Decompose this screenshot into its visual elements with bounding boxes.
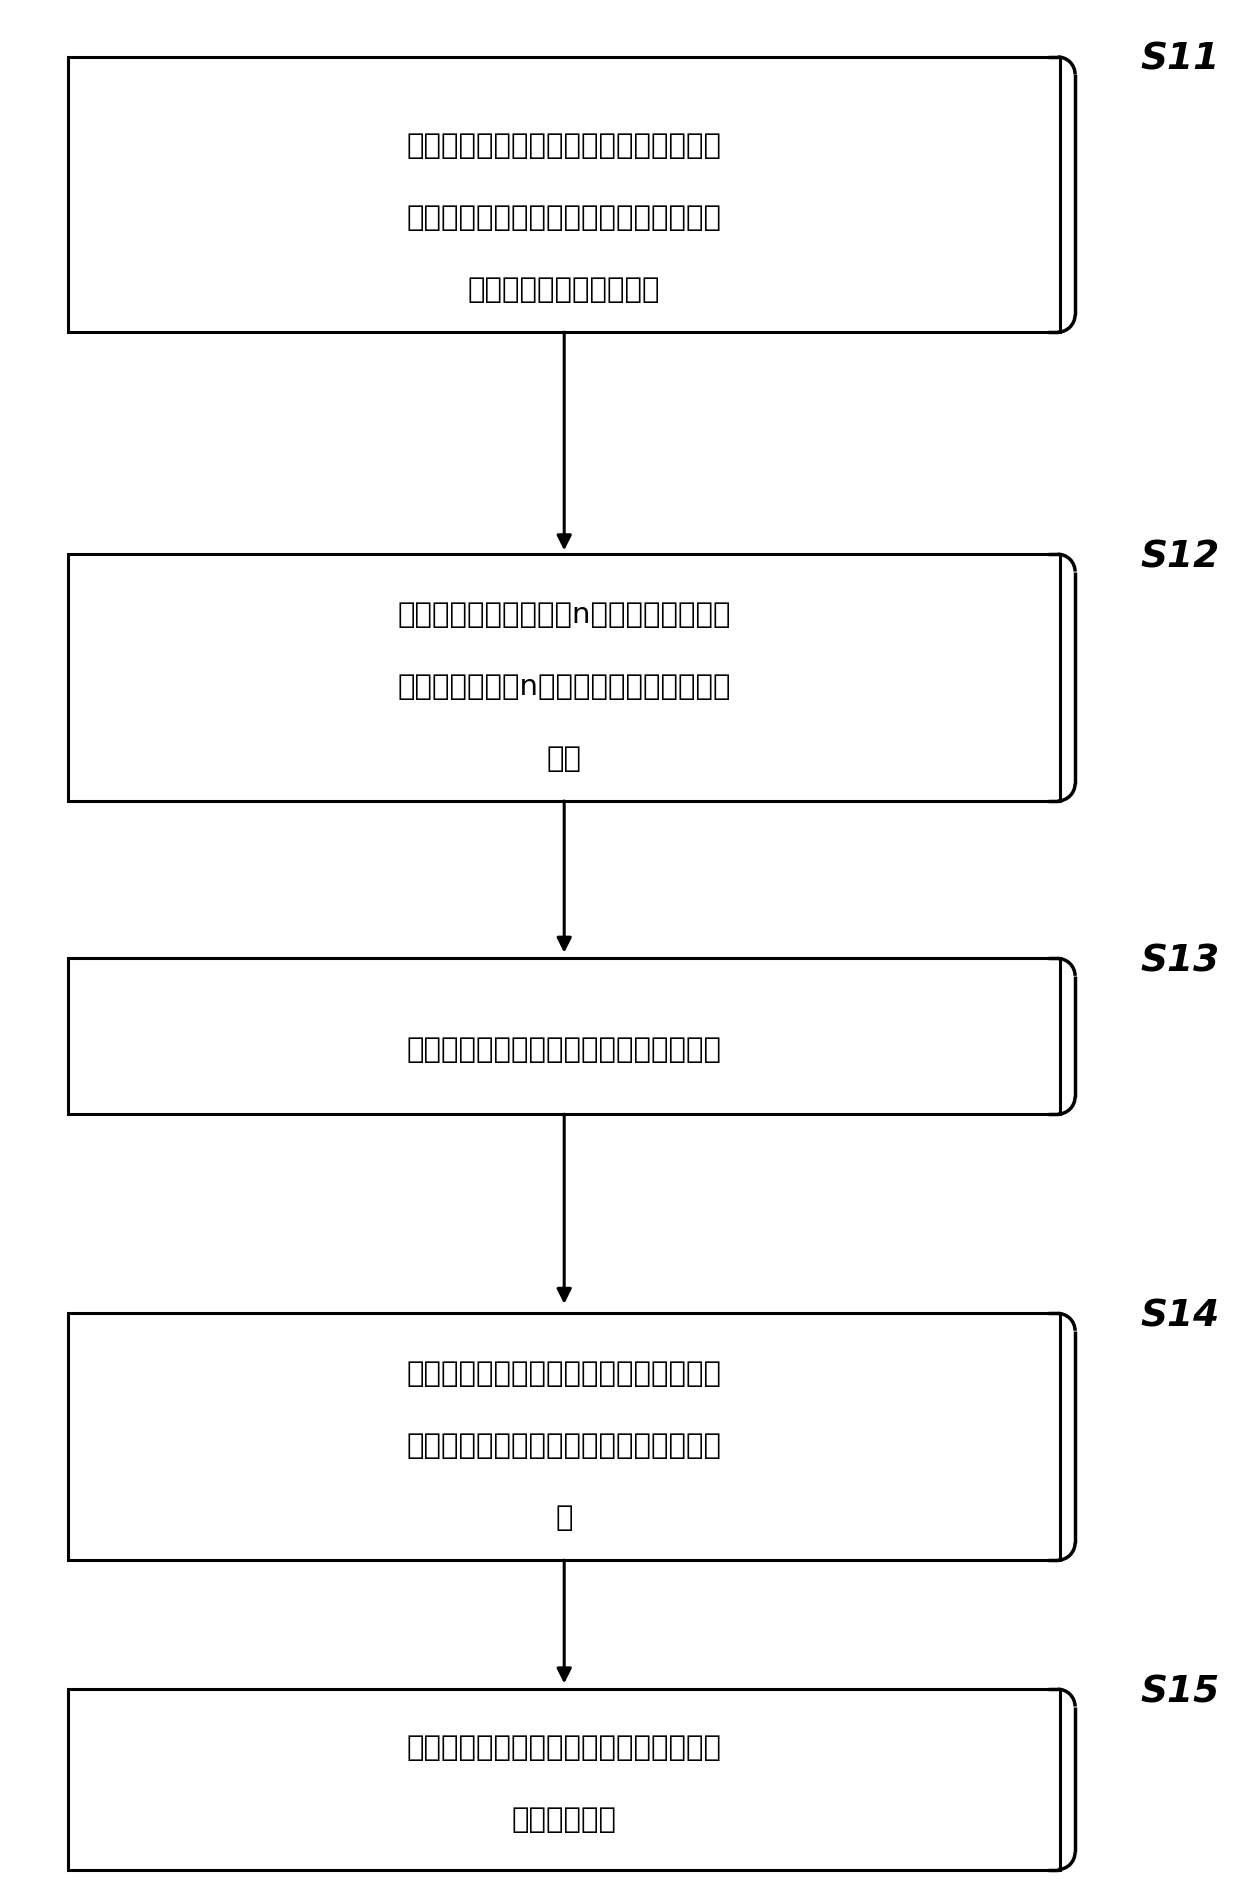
Text: 纳矩阵；其中，n为所述电网系统的交流节: 纳矩阵；其中，n为所述电网系统的交流节: [398, 674, 730, 700]
Text: 获取所述电网系统的原交流节点导纳矩阵: 获取所述电网系统的原交流节点导纳矩阵: [407, 1036, 722, 1063]
Text: 统各个换流站的运行状态，获取各个所述: 统各个换流站的运行状态，获取各个所述: [407, 205, 722, 232]
Text: S14: S14: [1141, 1298, 1220, 1334]
Text: 阵: 阵: [556, 1505, 573, 1532]
Bar: [68, 1313, 1060, 1560]
Text: S12: S12: [1141, 539, 1220, 575]
Text: 根据所述等效导纳获取n阶动态特性等效导: 根据所述等效导纳获取n阶动态特性等效导: [398, 602, 730, 628]
Text: S15: S15: [1141, 1674, 1220, 1710]
Text: 原交流节点导纳矩阵，并获取节点阻抗矩: 原交流节点导纳矩阵，并获取节点阻抗矩: [407, 1433, 722, 1460]
Bar: [68, 958, 1060, 1114]
Bar: [68, 1689, 1060, 1870]
Text: 换流站所对应的等效导纳: 换流站所对应的等效导纳: [467, 277, 661, 304]
Text: 根据所述动态特性等效导纳矩阵修正所述: 根据所述动态特性等效导纳矩阵修正所述: [407, 1361, 722, 1387]
Text: 相互作用因子: 相互作用因子: [512, 1807, 616, 1833]
Bar: [68, 57, 1060, 332]
Bar: [68, 554, 1060, 801]
Text: S13: S13: [1141, 943, 1220, 979]
Text: S11: S11: [1141, 42, 1220, 78]
Text: 根据直流定功率定电压控制模式下电网系: 根据直流定功率定电压控制模式下电网系: [407, 133, 722, 159]
Text: 根据所述节点阻抗矩阵计算出多馈入直流: 根据所述节点阻抗矩阵计算出多馈入直流: [407, 1735, 722, 1761]
Text: 点数: 点数: [547, 746, 582, 772]
